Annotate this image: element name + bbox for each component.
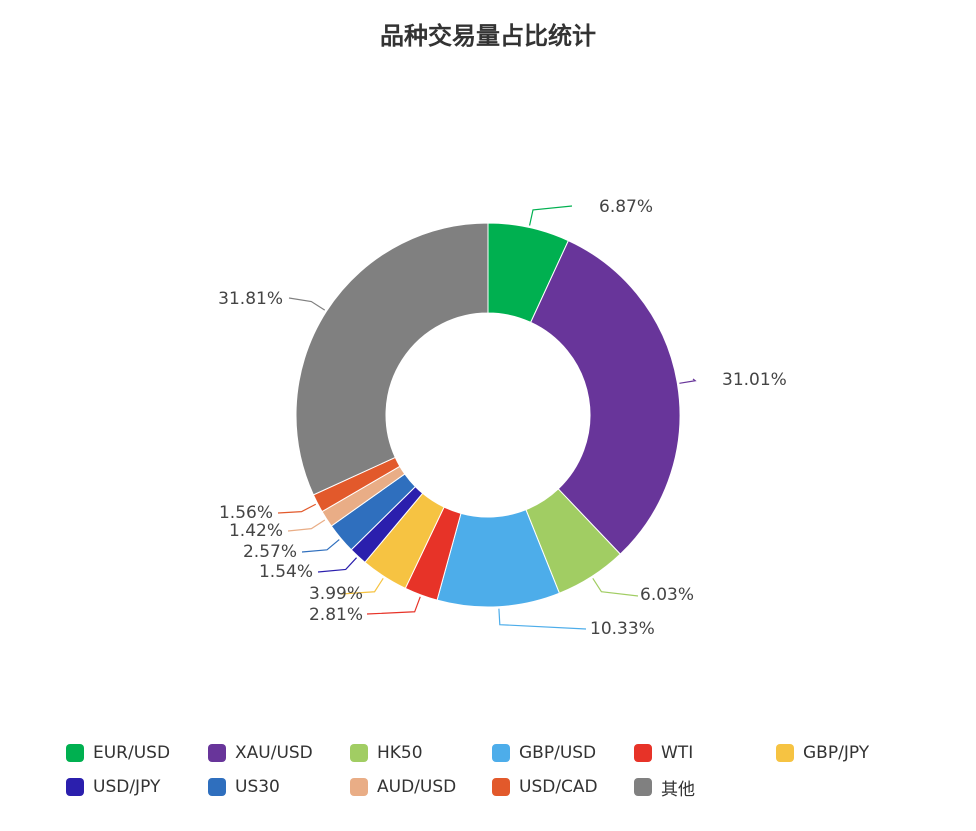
legend-item[interactable]: USD/CAD [492,777,634,797]
legend-item[interactable]: GBP/JPY [776,743,918,763]
legend-row: EUR/USD XAU/USD HK50 GBP/USD WTI GBP/JPY [66,736,946,770]
legend-swatch [66,778,84,796]
legend-label: USD/JPY [93,777,161,797]
legend-row: USD/JPY US30 AUD/USD USD/CAD 其他 [66,770,946,804]
legend-label: US30 [235,777,280,797]
legend-swatch [350,778,368,796]
leader-line [340,577,384,595]
data-label: 10.33% [590,619,655,639]
legend-swatch [208,744,226,762]
leader-line [498,608,587,630]
leader-line [288,297,326,311]
data-label: 1.54% [259,562,313,582]
data-label: 3.99% [309,584,363,604]
legend-label: EUR/USD [93,743,171,763]
slice-[interactable] [295,222,489,496]
leader-line [317,557,358,573]
legend-label: HK50 [377,743,423,763]
data-label: 1.56% [219,503,273,523]
data-label: 2.57% [243,542,297,562]
legend-item[interactable]: XAU/USD [208,743,350,763]
legend-item[interactable]: EUR/USD [66,743,208,763]
legend-label: WTI [661,743,694,763]
legend-item[interactable]: HK50 [350,743,492,763]
legend-item[interactable]: US30 [208,777,350,797]
legend-swatch [634,778,652,796]
legend-item[interactable]: GBP/USD [492,743,634,763]
legend-swatch [776,744,794,762]
leader-line [528,205,573,226]
legend-label: AUD/USD [377,777,457,797]
leader-line [679,378,697,384]
slice-xauusd[interactable] [530,239,681,555]
legend-swatch [350,744,368,762]
leader-line [287,519,326,532]
legend-item[interactable]: 其他 [634,775,776,800]
legend-swatch [492,778,510,796]
legend-label: GBP/USD [519,743,597,763]
data-label: 31.81% [218,289,283,309]
legend-swatch [66,744,84,762]
chart-title: 品种交易量占比统计 [380,22,596,50]
data-label: 1.42% [229,521,283,541]
legend-swatch [208,778,226,796]
legend-swatch [634,744,652,762]
legend-item[interactable]: WTI [634,743,776,763]
data-label: 6.03% [640,585,694,605]
data-label: 2.81% [309,605,363,625]
leader-line [592,577,639,597]
legend-label: GBP/JPY [803,743,870,763]
data-label: 6.87% [599,197,653,217]
chart-legend: EUR/USD XAU/USD HK50 GBP/USD WTI GBP/JPY USD/J… [66,736,946,804]
leader-line [277,503,317,514]
legend-label: USD/CAD [519,777,598,797]
legend-label: 其他 [661,779,695,800]
data-label: 31.01% [722,370,787,390]
leader-line [301,539,340,553]
legend-item[interactable]: USD/JPY [66,777,208,797]
legend-swatch [492,744,510,762]
donut-chart: 6.87% 31.01% 6.03% 10.33% 2.81%3.99%1.54%2.5… [218,197,787,639]
legend-item[interactable]: AUD/USD [350,777,492,797]
leader-line [366,596,421,615]
legend-label: XAU/USD [235,743,313,763]
